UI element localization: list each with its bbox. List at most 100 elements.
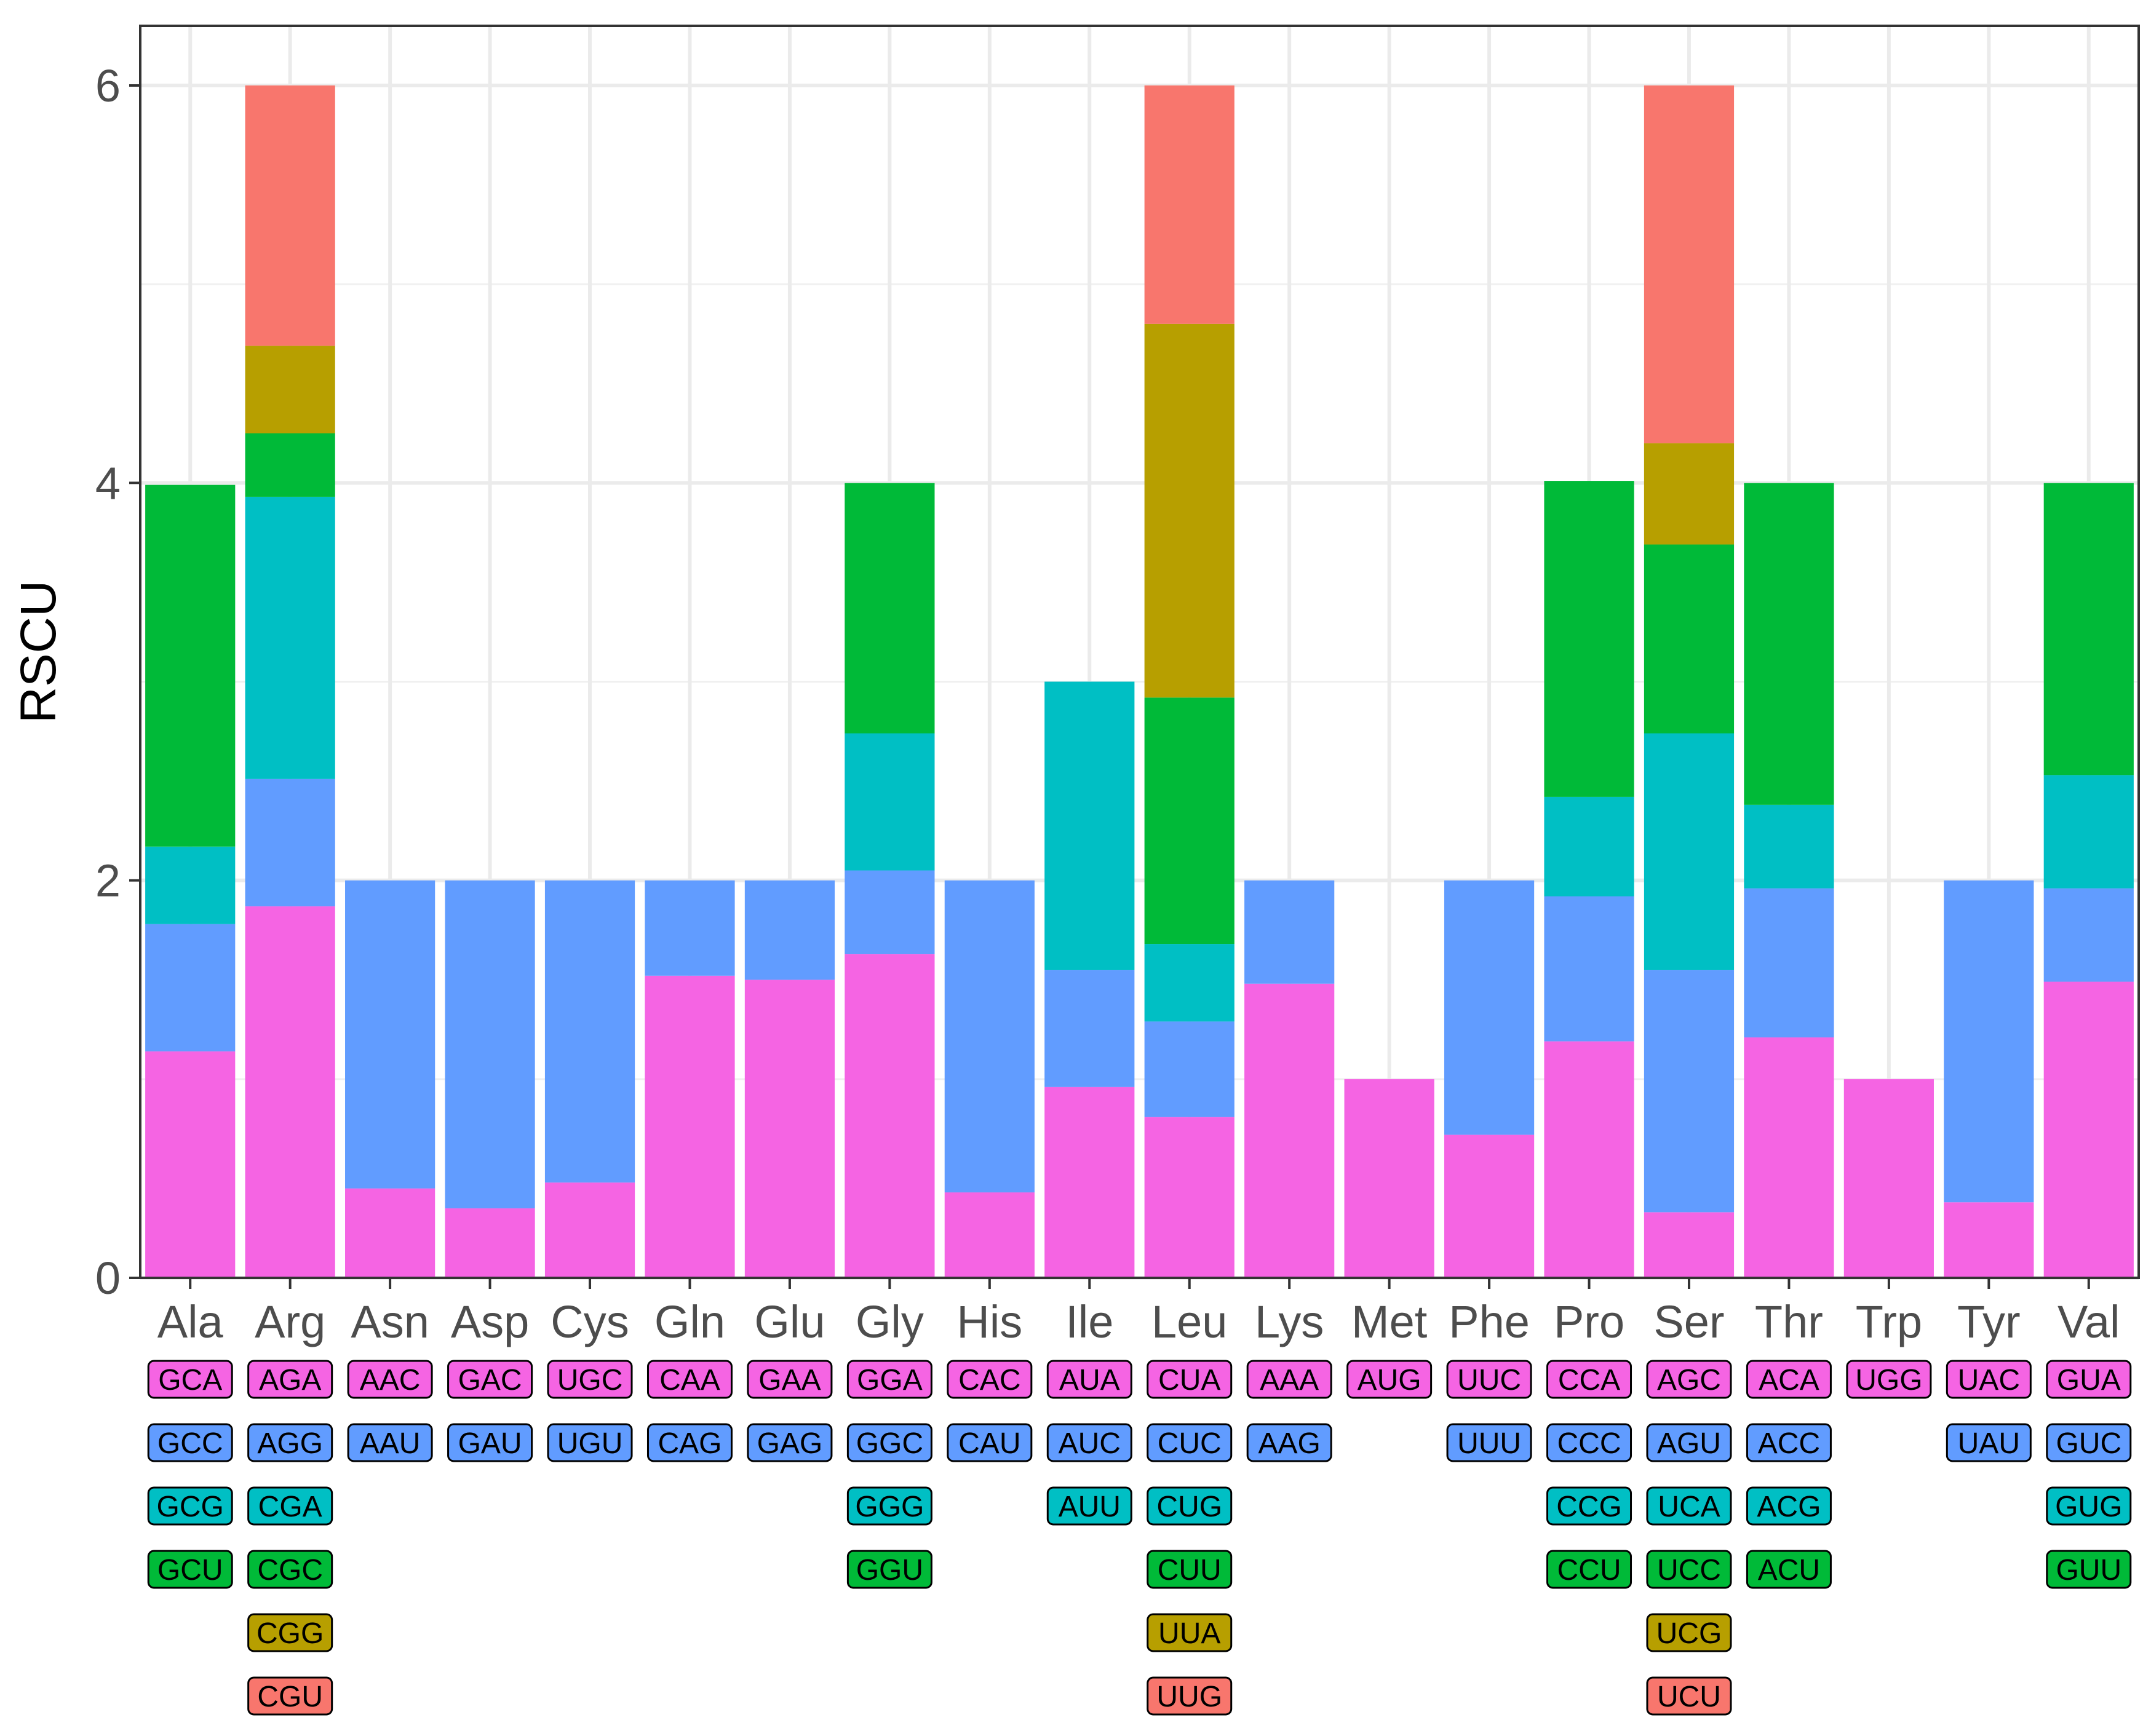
codon-label-box [1746,1550,1832,1589]
codon-label-text: GGC [856,1427,923,1460]
x-tick-label-his: His [956,1296,1022,1347]
y-tick-label: 6 [95,60,121,111]
codon-label-text: UGC [557,1364,623,1397]
axes: 0 2 4 6 Ala Arg Asn Asp Cys Gln Glu Gly His Ile Leu Lys… [95,60,2120,1347]
codon-label-text: CCC [1557,1427,1621,1460]
codon-label-text: AGG [257,1427,323,1460]
codon-label-ggu: GGU [846,1550,932,1589]
bar-series [145,85,2134,1278]
codon-label-box [1846,1360,1932,1399]
codon-label-text: GUC [2056,1427,2121,1460]
codon-label-guc: GUC [2046,1423,2132,1462]
codon-label-agg: AGG [247,1423,333,1462]
codon-label-box [147,1486,233,1526]
codon-label-box [1646,1486,1732,1526]
bar-segment-leu-cug [1144,944,1235,1022]
bar-segment-pro-ccg [1544,796,1634,897]
codon-label-text: CGC [257,1554,323,1587]
codon-label-gga: GGA [846,1360,932,1399]
codon-label-guu: GUU [2046,1550,2132,1589]
bar-segment-leu-cuc [1144,1021,1235,1117]
codon-label-box [846,1360,932,1399]
x-tick-label-ile: Ile [1065,1296,1113,1347]
codon-label-gag: GAG [747,1423,833,1462]
bar-segment-met-aug [1344,1079,1434,1278]
codon-label-gcc: GCC [147,1423,233,1462]
codon-label-cau: CAU [947,1423,1033,1462]
codon-label-uuc: UUC [1446,1360,1532,1399]
bar-segment-gly-ggc [845,870,935,954]
codon-label-ugu: UGU [547,1423,633,1462]
codon-label-box [1246,1423,1332,1462]
codon-label-text: AAG [1258,1427,1320,1460]
codon-label-aug: AUG [1346,1360,1433,1399]
codon-label-text: GUA [2057,1364,2121,1397]
x-tick-label-ser: Ser [1653,1296,1724,1347]
codon-label-uug: UUG [1147,1676,1233,1716]
bar-segment-leu-cua [1144,1117,1235,1278]
codon-label-text: GAA [758,1364,821,1397]
bar-segment-thr-acu [1744,483,1834,805]
bar-segment-pro-ccu [1544,481,1634,797]
codon-label-text: GUG [2055,1491,2122,1523]
bar-segment-cys-ugu [544,880,635,1183]
codon-label-aaa: AAA [1246,1360,1332,1399]
codon-label-box [947,1423,1033,1462]
codon-label-ucu: UCU [1646,1676,1732,1716]
bar-segment-ser-agu [1644,970,1735,1213]
bar-segment-asn-aac [345,1188,435,1278]
plot-panel-border [139,25,2140,1279]
bar-segment-his-cac [944,1192,1035,1278]
codon-label-text: UUU [1457,1427,1521,1460]
codon-label-ggg: GGG [846,1486,932,1526]
codon-label-cgu: CGU [247,1676,333,1716]
codon-label-box [846,1550,932,1589]
codon-label-text: AAC [360,1364,421,1397]
codon-label-text: UAC [1958,1364,2020,1397]
codon-label-box [846,1486,932,1526]
x-tick-label-val: Val [2058,1296,2120,1347]
codon-label-text: AUC [1059,1427,1121,1460]
codon-label-box [347,1423,433,1462]
codon-label-box [1546,1550,1632,1589]
codon-label-text: UAU [1958,1427,2020,1460]
x-tick-label-lys: Lys [1255,1296,1324,1347]
x-tick-label-arg: Arg [255,1296,325,1347]
codon-label-text: CAC [958,1364,1020,1397]
codon-label-text: CUC [1158,1427,1222,1460]
bar-segment-leu-uug [1144,85,1235,324]
bar-segment-ile-auc [1044,970,1135,1087]
codon-label-box [1646,1550,1732,1589]
x-tick-label-thr: Thr [1755,1296,1823,1347]
codon-label-box [247,1360,333,1399]
bar-segment-val-gug [2043,775,2134,889]
codon-label-text: UUG [1156,1681,1222,1713]
codon-label-text: GAU [458,1427,522,1460]
codon-label-box [247,1676,333,1716]
codon-label-text: GCC [157,1427,223,1460]
codon-label-gcg: GCG [147,1486,233,1526]
bar-segment-arg-cga [245,496,335,779]
codon-label-box [1546,1423,1632,1462]
x-tick-label-leu: Leu [1151,1296,1227,1347]
codon-label-box [747,1423,833,1462]
x-tick-label-asp: Asp [451,1296,530,1347]
codon-label-auu: AUU [1046,1486,1132,1526]
codon-label-text: CUG [1156,1491,1222,1523]
codon-label-box [1246,1360,1332,1399]
codon-label-box [1646,1423,1732,1462]
codon-label-text: ACC [1758,1427,1820,1460]
x-tick-label-cys: Cys [551,1296,629,1347]
codon-label-acu: ACU [1746,1550,1832,1589]
codon-label-aau: AAU [347,1423,433,1462]
codon-label-text: AGA [259,1364,321,1397]
codon-label-box [646,1423,733,1462]
codon-label-box [1546,1486,1632,1526]
codon-label-text: AUU [1059,1491,1121,1523]
bar-segment-gly-gga [845,954,935,1278]
x-tick-label-gly: Gly [856,1296,924,1347]
codon-label-text: CAA [659,1364,720,1397]
y-tick-label: 2 [95,855,121,906]
codon-label-gug: GUG [2046,1486,2132,1526]
